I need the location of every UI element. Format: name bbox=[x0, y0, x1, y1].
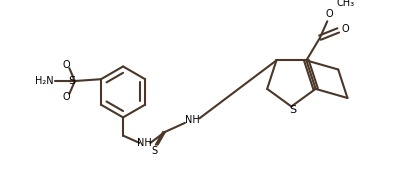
Text: S: S bbox=[151, 146, 157, 156]
Text: CH₃: CH₃ bbox=[337, 0, 355, 8]
Text: O: O bbox=[342, 24, 349, 34]
Text: NH: NH bbox=[185, 115, 200, 125]
Text: NH: NH bbox=[137, 138, 151, 148]
Text: O: O bbox=[325, 9, 333, 19]
Text: S: S bbox=[290, 105, 297, 115]
Text: S: S bbox=[69, 76, 76, 86]
Text: O: O bbox=[63, 60, 70, 70]
Text: O: O bbox=[63, 92, 70, 102]
Text: H₂N: H₂N bbox=[35, 76, 53, 86]
